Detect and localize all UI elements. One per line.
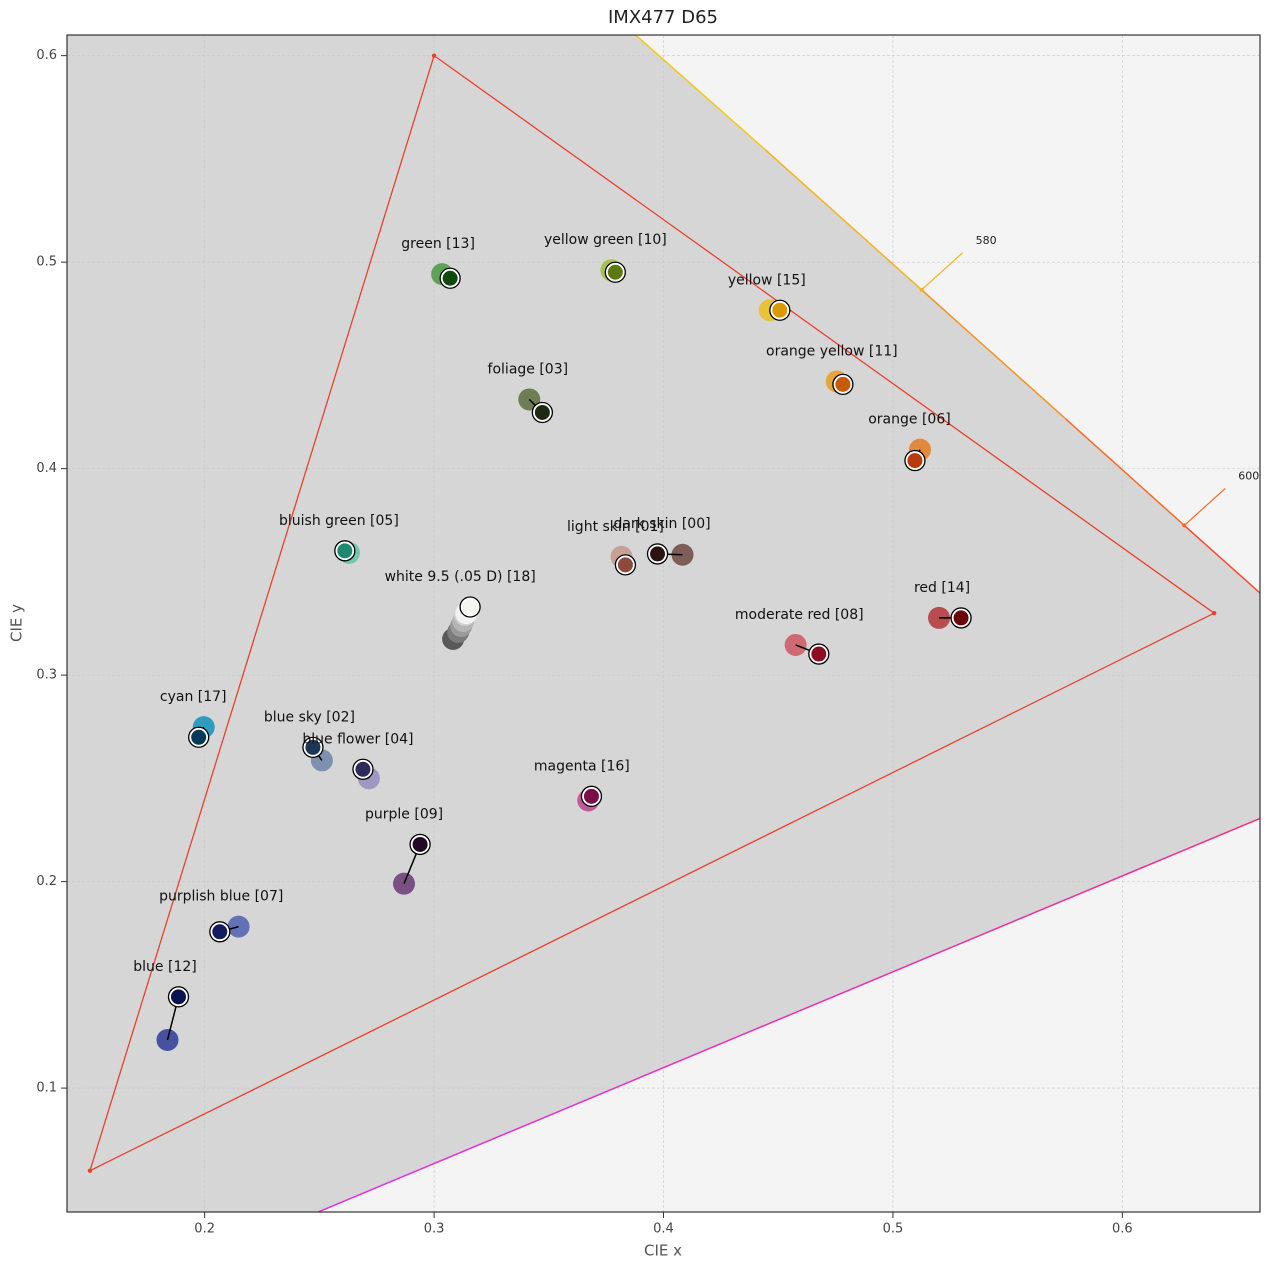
patch-label: blue flower [04]: [302, 731, 413, 747]
x-axis-label: CIE x: [644, 1242, 682, 1260]
measured-point: [650, 546, 666, 562]
locus-segment: [1183, 524, 1260, 595]
locus-segment: [438, 0, 602, 5]
gamut-vertex: [1211, 610, 1217, 616]
measured-point: [412, 836, 428, 852]
measured-point: [534, 404, 550, 420]
measured-point: [953, 610, 969, 626]
gamut-vertex: [431, 53, 437, 58]
patch-label: bluish green [05]: [279, 513, 399, 529]
patch-label: orange [06]: [868, 412, 950, 428]
x-tick-label: 0.5: [883, 1222, 904, 1237]
x-tick-label: 0.6: [1112, 1222, 1133, 1237]
patch-label: cyan [17]: [160, 689, 227, 705]
chart-title: IMX477 D65: [608, 7, 718, 28]
measured-point: [212, 924, 228, 940]
measured-point: [835, 376, 851, 392]
measured-point: [607, 264, 623, 280]
measured-point: [355, 761, 371, 777]
patch-label: blue [12]: [133, 959, 196, 975]
wavelength-tick: [921, 252, 964, 291]
locus-segment: [105, 1258, 145, 1270]
y-tick-label: 0.3: [36, 668, 57, 683]
measured-point: [462, 599, 478, 615]
measured-point: [170, 989, 186, 1005]
y-tick-label: 0.5: [36, 255, 57, 270]
y-axis-label: CIE y: [8, 604, 26, 642]
patch-label: green [13]: [401, 236, 475, 252]
patch-label: purplish blue [07]: [159, 889, 283, 905]
patch-label: foliage [03]: [488, 361, 569, 377]
locus-segment: [764, 148, 923, 291]
x-tick-label: 0.2: [194, 1222, 215, 1237]
x-tick-label: 0.3: [424, 1222, 445, 1237]
patch-label: yellow [15]: [728, 272, 806, 288]
measured-point: [191, 729, 207, 745]
y-tick-label: 0.1: [36, 1081, 57, 1096]
patch-label: dark skin [00]: [613, 516, 710, 532]
x-tick-label: 0.4: [653, 1222, 674, 1237]
locus-segment: [921, 289, 1066, 420]
wavelength-label: 580: [976, 234, 997, 247]
measured-point: [337, 543, 353, 559]
patch-label: blue sky [02]: [264, 709, 355, 725]
locus-segment: [634, 35, 766, 150]
patch-label: magenta [16]: [534, 758, 630, 774]
locus-segment: [1064, 418, 1185, 526]
patch-label: white 9.5 (.05 D) [18]: [385, 569, 536, 585]
axes: 0.2 0.3 0.4 0.5 0.6 0.1 0.2 0.3 0.4 0.5 0.6: [36, 48, 1132, 1236]
patch-label: purple [09]: [365, 806, 443, 822]
measured-point: [772, 302, 788, 318]
locus-segment: [0, 1021, 31, 1176]
y-tick-label: 0.4: [36, 461, 57, 476]
measured-point: [583, 788, 599, 804]
patch-label: yellow green [10]: [544, 232, 667, 248]
measured-point: [305, 739, 321, 755]
purple-line: [316, 817, 1260, 1212]
y-tick-label: 0.6: [36, 48, 57, 63]
measured-point: [617, 557, 633, 573]
y-tick-label: 0.2: [36, 874, 57, 889]
gamut-triangle: [88, 54, 1216, 1172]
patch-label: moderate red [08]: [735, 607, 864, 623]
patch-label: orange yellow [11]: [766, 343, 898, 359]
measured-point: [811, 646, 827, 662]
patch-label: red [14]: [914, 580, 970, 596]
measured-point: [907, 453, 923, 469]
wavelength-tick: [1183, 487, 1226, 526]
wavelength-label: 600: [1238, 469, 1259, 482]
patch-label: light skin [01]: [567, 519, 664, 535]
gamut-vertex: [87, 1168, 93, 1173]
locus-segment: [76, 1233, 105, 1258]
measured-point: [442, 270, 458, 286]
